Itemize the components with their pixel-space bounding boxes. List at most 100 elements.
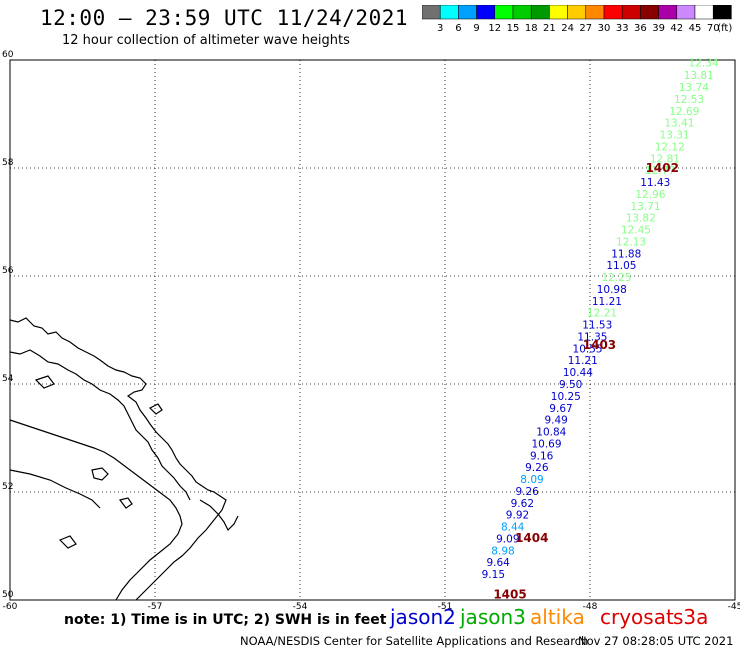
swh-value: 9.62 xyxy=(511,498,534,510)
swh-value: 12.96 xyxy=(635,189,665,201)
legend-label: 24 xyxy=(561,23,574,34)
coastal-inlet-2 xyxy=(199,499,239,532)
legend-cryosat: cryosat xyxy=(600,605,674,629)
legend-label: 3 xyxy=(437,23,443,34)
swh-value: 9.50 xyxy=(559,379,582,391)
swh-value: 13.71 xyxy=(631,201,661,213)
legend-label: 39 xyxy=(652,23,665,34)
island-outline xyxy=(91,467,109,481)
swh-value: 13.31 xyxy=(660,130,690,142)
lat-tick-label: 56 xyxy=(2,266,14,276)
map-subtitle: 12 hour collection of altimeter wave hei… xyxy=(62,33,350,48)
swh-value: 13.82 xyxy=(626,213,656,225)
legend-label: 33 xyxy=(616,23,629,34)
swh-value: 11.35 xyxy=(577,331,607,343)
legend-label: 70 xyxy=(707,23,720,34)
grid-lines xyxy=(9,59,736,601)
pass-time-label: 1402 xyxy=(646,161,679,175)
labrador-coast xyxy=(9,317,227,601)
swh-value: 11.43 xyxy=(640,177,670,189)
swh-value: 13.74 xyxy=(679,82,709,94)
swh-value: 10.98 xyxy=(597,284,627,296)
swh-value: 9.26 xyxy=(525,462,549,474)
swh-value: 10.84 xyxy=(536,427,566,439)
swh-value: 8.44 xyxy=(501,522,525,534)
swh-value: 9.49 xyxy=(544,415,567,427)
swh-value: 12.21 xyxy=(587,308,617,320)
island-outline-5 xyxy=(34,375,55,389)
legend-label: 21 xyxy=(543,23,556,34)
lat-tick-label: 54 xyxy=(2,374,14,384)
swh-value: 11.21 xyxy=(592,296,622,308)
map-title: 12:00 – 23:59 UTC 11/24/2021 xyxy=(40,6,409,30)
swh-value: 9.15 xyxy=(482,569,505,581)
legend-label: 6 xyxy=(455,23,461,34)
coastline xyxy=(9,317,239,601)
legend-label: 15 xyxy=(507,23,520,34)
swh-value: 12.13 xyxy=(616,236,646,248)
pass-time-label: 1405 xyxy=(493,588,526,602)
legend-jason3: jason3 xyxy=(460,605,526,629)
color-legend: 3 6 9 12 15 18 21 24 27 30 33 36 39 42 45 70(ft) xyxy=(422,5,732,34)
swh-value: 12.12 xyxy=(655,141,685,153)
swh-value: 10.55 xyxy=(573,343,603,355)
legend-unit: (ft) xyxy=(717,23,732,34)
lon-tick-label: -54 xyxy=(293,602,308,612)
swh-value: 10.69 xyxy=(531,438,561,450)
lon-tick-label: -48 xyxy=(583,602,598,612)
swh-value: 9.64 xyxy=(486,557,510,569)
axis-labels: 60 58 56 54 52 50 -60 -57 -54 -51 -48 -45 xyxy=(2,50,740,612)
pass-labels: 1402 1403 1404 1405 xyxy=(493,161,679,602)
legend-label: 42 xyxy=(670,23,683,34)
swh-value: 11.21 xyxy=(568,355,598,367)
coastal-inlet xyxy=(9,469,101,509)
swh-value: 12.45 xyxy=(621,225,651,237)
swh-value: 8.98 xyxy=(491,545,514,557)
swh-value: 12.34 xyxy=(689,58,719,70)
legend-jason2: jason2 xyxy=(390,605,456,629)
lon-tick-label: -60 xyxy=(3,602,18,612)
altimeter-track: 12.3413.8113.7412.5312.6913.4113.3112.12… xyxy=(482,58,719,581)
swh-value: 9.92 xyxy=(506,510,529,522)
island-outline-2 xyxy=(118,497,133,509)
map-frame xyxy=(9,59,736,601)
swh-value: 12.77 xyxy=(645,165,675,177)
swh-value: 10.25 xyxy=(551,391,581,403)
legend-altika: altika xyxy=(530,605,585,629)
island-outline-3 xyxy=(148,403,163,415)
legend-label: 12 xyxy=(488,23,501,34)
lon-tick-label: -51 xyxy=(438,602,453,612)
labrador-inner-coast xyxy=(9,349,191,501)
swh-value: 13.81 xyxy=(684,70,714,82)
swh-value: 13.41 xyxy=(664,118,694,130)
swh-value: 12.25 xyxy=(602,272,632,284)
swh-value: 12.81 xyxy=(650,153,680,165)
newfoundland-north-coast xyxy=(9,419,183,601)
swh-value: 12.53 xyxy=(674,94,704,106)
legend-label: 9 xyxy=(473,23,479,34)
legend-label: 36 xyxy=(634,23,647,34)
swh-value: 11.88 xyxy=(611,248,641,260)
swh-value: 10.44 xyxy=(563,367,593,379)
island-outline-4 xyxy=(58,535,77,549)
swh-value: 9.26 xyxy=(515,486,539,498)
credit-line: NOAA/NESDIS Center for Satellite Applica… xyxy=(240,634,589,648)
swh-value: 11.05 xyxy=(606,260,636,272)
lat-tick-label: 60 xyxy=(2,50,14,60)
legend-label: 27 xyxy=(579,23,592,34)
legend-s3a: s3a xyxy=(673,605,709,629)
legend-label: 45 xyxy=(689,23,702,34)
generation-timestamp: Nov 27 08:28:05 UTC 2021 xyxy=(578,634,734,648)
pass-time-label: 1404 xyxy=(515,531,548,545)
lon-tick-label: -57 xyxy=(148,602,163,612)
footer-note: note: 1) Time is in UTC; 2) SWH is in fe… xyxy=(64,612,387,628)
lat-tick-label: 50 xyxy=(2,590,14,600)
swh-value: 9.67 xyxy=(549,403,572,415)
legend-swatch xyxy=(712,5,732,20)
swh-value: 11.53 xyxy=(582,320,612,332)
swh-value: 12.69 xyxy=(669,106,699,118)
swh-value: 9.09 xyxy=(496,533,519,545)
swh-value: 8.09 xyxy=(520,474,543,486)
swh-value: 9.16 xyxy=(530,450,554,462)
